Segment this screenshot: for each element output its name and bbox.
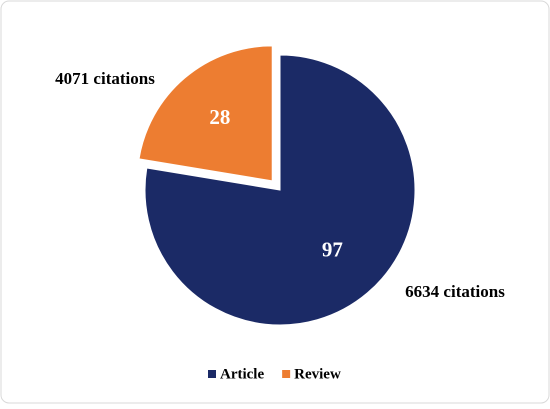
legend-label: Review (294, 366, 341, 382)
legend-swatch (282, 370, 291, 378)
pie-slice (138, 45, 273, 182)
legend-swatch (208, 370, 216, 378)
pie-slice (144, 54, 416, 326)
legend-label: Article (220, 366, 264, 382)
data-label: 28 (209, 105, 230, 129)
annotation: 4071 citations (55, 69, 155, 88)
annotation: 6634 citations (405, 282, 505, 301)
data-label: 97 (322, 238, 343, 262)
